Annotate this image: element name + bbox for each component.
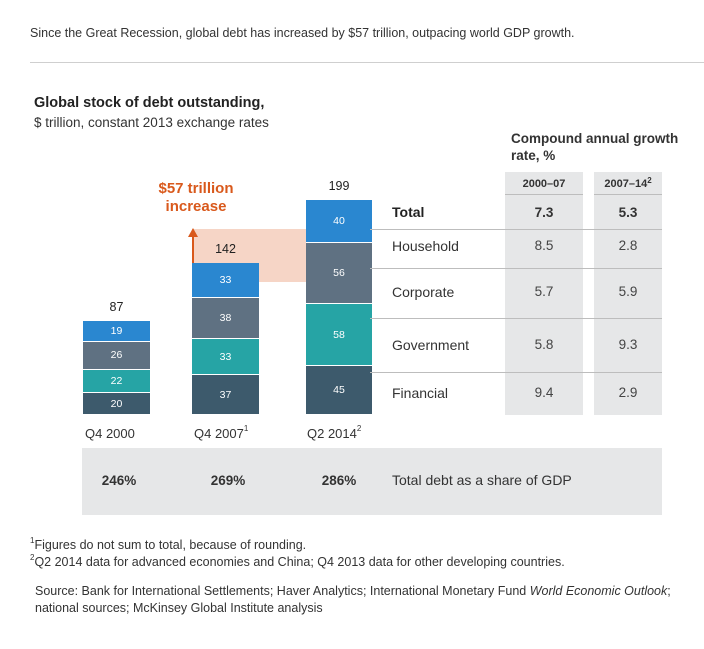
- bar-total-label: 142: [215, 241, 236, 256]
- growth-government-2000-07: 5.8: [534, 337, 554, 352]
- footnote-2: 2Q2 2014 data for advanced economies and…: [30, 553, 565, 569]
- bar-total-label: 199: [328, 179, 350, 193]
- chart-title: Global stock of debt outstanding,: [34, 95, 265, 111]
- row-rule: [370, 372, 662, 373]
- row-rule: [370, 268, 662, 269]
- growth-corporate-2007-14: 5.9: [618, 284, 638, 299]
- divider: [30, 62, 704, 63]
- row-rule: [370, 229, 662, 230]
- bar-segment-government: 58: [306, 303, 372, 366]
- growth-financial-2000-07: 9.4: [534, 385, 554, 400]
- chart-subtitle: $ trillion, constant 2013 exchange rates: [34, 115, 269, 130]
- intro-text: Since the Great Recession, global debt h…: [30, 26, 575, 40]
- category-household: Household: [392, 238, 459, 254]
- growth-financial-2007-14: 2.9: [618, 385, 638, 400]
- x-label-q4-2007: Q4 20071: [194, 424, 249, 441]
- category-financial: Financial: [392, 385, 449, 401]
- bar-segment-financial: 45: [306, 366, 372, 414]
- increase-arrow-shaft: [192, 236, 194, 282]
- growth-corporate-2000-07: 5.7: [534, 284, 554, 299]
- debt-to-gdp-2000: 246%: [101, 473, 137, 488]
- header-rule-1: [505, 194, 583, 195]
- footnote-1: 1Figures do not sum to total, because of…: [30, 536, 307, 552]
- bar-segment-household: 19: [83, 321, 150, 341]
- growth-total-2007-14: 5.3: [618, 205, 638, 220]
- increase-label: $57 trillion increase: [158, 180, 234, 215]
- bar-segment-financial: 20: [83, 393, 150, 414]
- growth-panel-2007-14: [594, 172, 662, 415]
- debt-to-gdp-label: Total debt as a share of GDP: [392, 472, 572, 488]
- bar-segment-corporate: 26: [83, 341, 150, 369]
- x-label-q4-2000: Q4 2000: [85, 426, 135, 441]
- bar-segment-corporate: 56: [306, 243, 372, 303]
- x-label-q2-2014: Q2 20142: [307, 424, 362, 441]
- category-corporate: Corporate: [392, 284, 455, 300]
- bar-segment-government: 33: [192, 339, 259, 374]
- growth-government-2007-14: 9.3: [618, 337, 638, 352]
- growth-total-2000-07: 7.3: [534, 205, 554, 220]
- category-total: Total: [392, 204, 425, 220]
- growth-panel-2000-07: [505, 172, 583, 415]
- debt-to-gdp-panel: [82, 448, 662, 515]
- bar-segment-household: 40: [306, 200, 372, 243]
- increase-arrow-icon: [188, 228, 198, 237]
- bar-segment-corporate: 38: [192, 298, 259, 339]
- debt-to-gdp-2007: 269%: [210, 473, 246, 488]
- growth-household-2000-07: 8.5: [534, 238, 554, 253]
- category-government: Government: [392, 337, 470, 353]
- header-rule-2: [594, 194, 662, 195]
- period-header-2007-14: 2007–142: [604, 176, 652, 190]
- growth-household-2007-14: 2.8: [618, 238, 638, 253]
- source-note: Source: Bank for International Settlemen…: [35, 584, 671, 615]
- bar-total-label: 87: [109, 300, 124, 314]
- period-header-2000-07: 2000–07: [522, 178, 566, 190]
- debt-to-gdp-2014: 286%: [321, 473, 357, 488]
- growth-rate-header: Compound annual growth rate, %: [511, 131, 679, 163]
- bar-segment-government: 22: [83, 369, 150, 393]
- bar-segment-financial: 37: [192, 375, 259, 414]
- bar-segment-household: 33: [192, 262, 259, 298]
- row-rule: [370, 318, 662, 319]
